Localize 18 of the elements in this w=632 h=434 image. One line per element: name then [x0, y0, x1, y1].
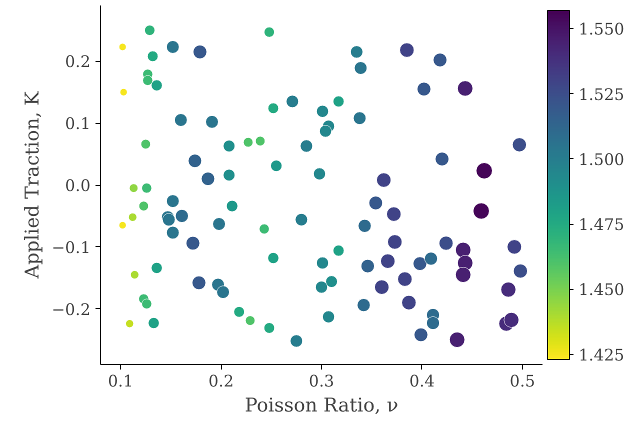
x-tick-label: 0.5	[510, 372, 536, 390]
y-tick-label: −0.2	[52, 300, 91, 319]
y-tick-label: 0.2	[65, 52, 91, 72]
y-tick-label: 0.1	[65, 114, 91, 134]
color-bar-label: 1.425	[578, 345, 624, 364]
x-tick-label: 0.1	[108, 372, 134, 390]
x-tick-label: 0.3	[308, 372, 334, 390]
y-tick-label: −0.1	[52, 238, 91, 257]
color-bar-label: 1.500	[578, 150, 624, 169]
x-tick-label: 0.4	[409, 372, 435, 390]
y-axis-title: Applied Traction, K	[22, 90, 44, 280]
color-bar-label: 1.550	[578, 20, 624, 39]
x-tick-label: 0.2	[208, 372, 234, 390]
color-bar-label: 1.525	[578, 84, 624, 104]
color-bar-label: 1.475	[578, 215, 624, 234]
color-bar-label: 1.450	[578, 280, 624, 300]
y-tick-label: 0.0	[65, 176, 91, 195]
x-axis-title: Poisson Ratio, ν	[244, 394, 398, 416]
